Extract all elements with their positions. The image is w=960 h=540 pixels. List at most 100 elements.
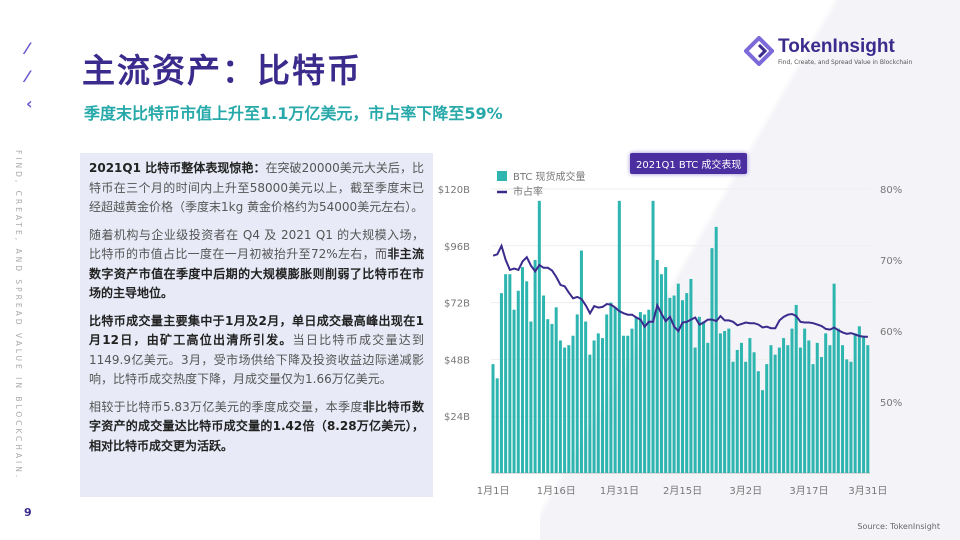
volume-bar [588,354,592,473]
volume-bar [567,345,571,473]
volume-bar [744,361,748,473]
volume-bar [798,347,802,473]
x-tick: 3月17日 [789,485,828,497]
volume-bar [668,297,672,473]
volume-bar [723,331,727,473]
volume-bar [819,357,823,473]
volume-bar [672,295,676,473]
volume-bar [685,293,689,473]
volume-bar [508,274,512,473]
side-slogan: FIND, CREATE, AND SPREAD VALUE IN BLOCKC… [14,150,23,481]
volume-bar [752,352,756,473]
volume-bar [782,338,786,473]
volume-bar [718,333,722,473]
volume-bar [702,321,706,473]
volume-bar [512,309,516,473]
volume-bar [769,345,773,473]
chart-title: 2021Q1 BTC 成交表现 [630,153,748,174]
x-tick: 3月31日 [848,485,887,497]
volume-bar [520,267,524,473]
paragraph-3: 比特币成交量主要集中于1月及2月，单日成交最高峰出现在1月12日，由矿工高位出清… [89,312,424,390]
volume-bar [836,328,840,473]
y-right-tick: 70% [880,256,902,267]
volume-bar [525,281,529,473]
volume-bar [689,278,693,473]
volume-bar [537,200,541,474]
x-tick: 1月31日 [600,485,639,497]
volume-bar [777,347,781,473]
volume-bar [739,342,743,473]
legend: BTC 现货成交量 市占率 [497,170,586,198]
volume-bar [773,354,777,473]
logo-name: TokenInsight [778,36,895,57]
volume-bar [857,326,861,473]
legend-volume-label: BTC 现货成交量 [513,170,586,183]
legend-bar-swatch [497,171,507,181]
volume-bar [495,378,499,473]
x-tick: 1月16日 [537,485,576,497]
volume-bar [748,338,752,473]
volume-bar [643,314,647,473]
volume-bar [554,307,558,473]
p3-text: 当日比特币成交量达到1149.9亿美元。3月，受市场供给下降及投资收益边际递减影… [89,333,424,386]
volume-bar [651,200,655,474]
x-tick: 1月1日 [477,485,510,497]
volume-bar [697,316,701,473]
paragraph-2: 随着机构与企业级投资者在 Q4 及 2021 Q1 的大规模入场，比特币的市值占… [89,226,424,304]
volume-bar [845,359,849,473]
volume-bar [790,328,794,473]
paragraph-1: 2021Q1 比特币整体表现惊艳：在突破20000美元大关后，比特币在三个月的时… [89,159,424,218]
volume-bar [605,314,609,473]
volume-bar [516,290,520,473]
page-subtitle: 季度末比特币市值上升至1.1万亿美元，市占率下降至59% [84,104,503,123]
volume-bar [550,323,554,473]
volume-bar [828,345,832,473]
volume-bar [714,226,718,473]
volume-bar [584,321,588,473]
p2-text: 随着机构与企业级投资者在 Q4 及 2021 Q1 的大规模入场，比特币的市值占… [89,227,424,262]
volume-bar [529,321,533,473]
volume-bar [622,335,626,473]
volume-bar [664,267,668,473]
volume-bar [533,260,537,473]
page-number: 9 [24,506,32,519]
market-share-line [492,243,868,338]
p1-text: 在突破20000美元大关后，比特币在三个月的时间内上升至58000美元以上，截至… [89,161,424,214]
volume-bar [710,248,714,473]
volume-bar [693,347,697,473]
volume-bar [735,349,739,473]
volume-bar [862,335,866,473]
y-right-tick: 50% [880,398,902,409]
paragraph-4: 相较于比特币5.83万亿美元的季度成交量，本季度非比特币数字资产的成交量达比特币… [89,398,424,457]
volume-bar [761,390,765,473]
volume-bar [681,300,685,473]
y-left-tick: $120B [438,185,470,196]
volume-bar [499,293,503,473]
volume-bar [617,200,621,474]
volume-bar [794,304,798,473]
chevron-icon: ⁄ [26,67,29,86]
volume-bar [811,364,815,473]
volume-bar [592,340,596,473]
volume-bar [832,283,836,473]
volume-bar [571,335,575,473]
volume-bar [638,312,642,473]
volume-bar [634,316,638,473]
y-left-tick: $72B [444,299,470,310]
p4-text: 相较于比特币5.83万亿美元的季度成交量，本季度 [89,399,363,414]
volume-bar [546,319,550,473]
volume-bar [786,345,790,473]
volume-bar [849,361,853,473]
volume-bar [609,302,613,473]
volume-bar [866,345,870,473]
volume-bar [803,328,807,473]
volume-bar [613,307,617,473]
volume-bar [600,338,604,473]
p4-bold: 非比特币数字资产的成交量达比特币成交量的1.42倍（8.28万亿美元），相对比特… [89,399,424,453]
x-tick: 2月15日 [663,485,702,497]
volume-bar [765,364,769,473]
tokeninsight-logo-icon [744,36,774,66]
volume-bar [815,342,819,473]
volume-bar [731,361,735,473]
